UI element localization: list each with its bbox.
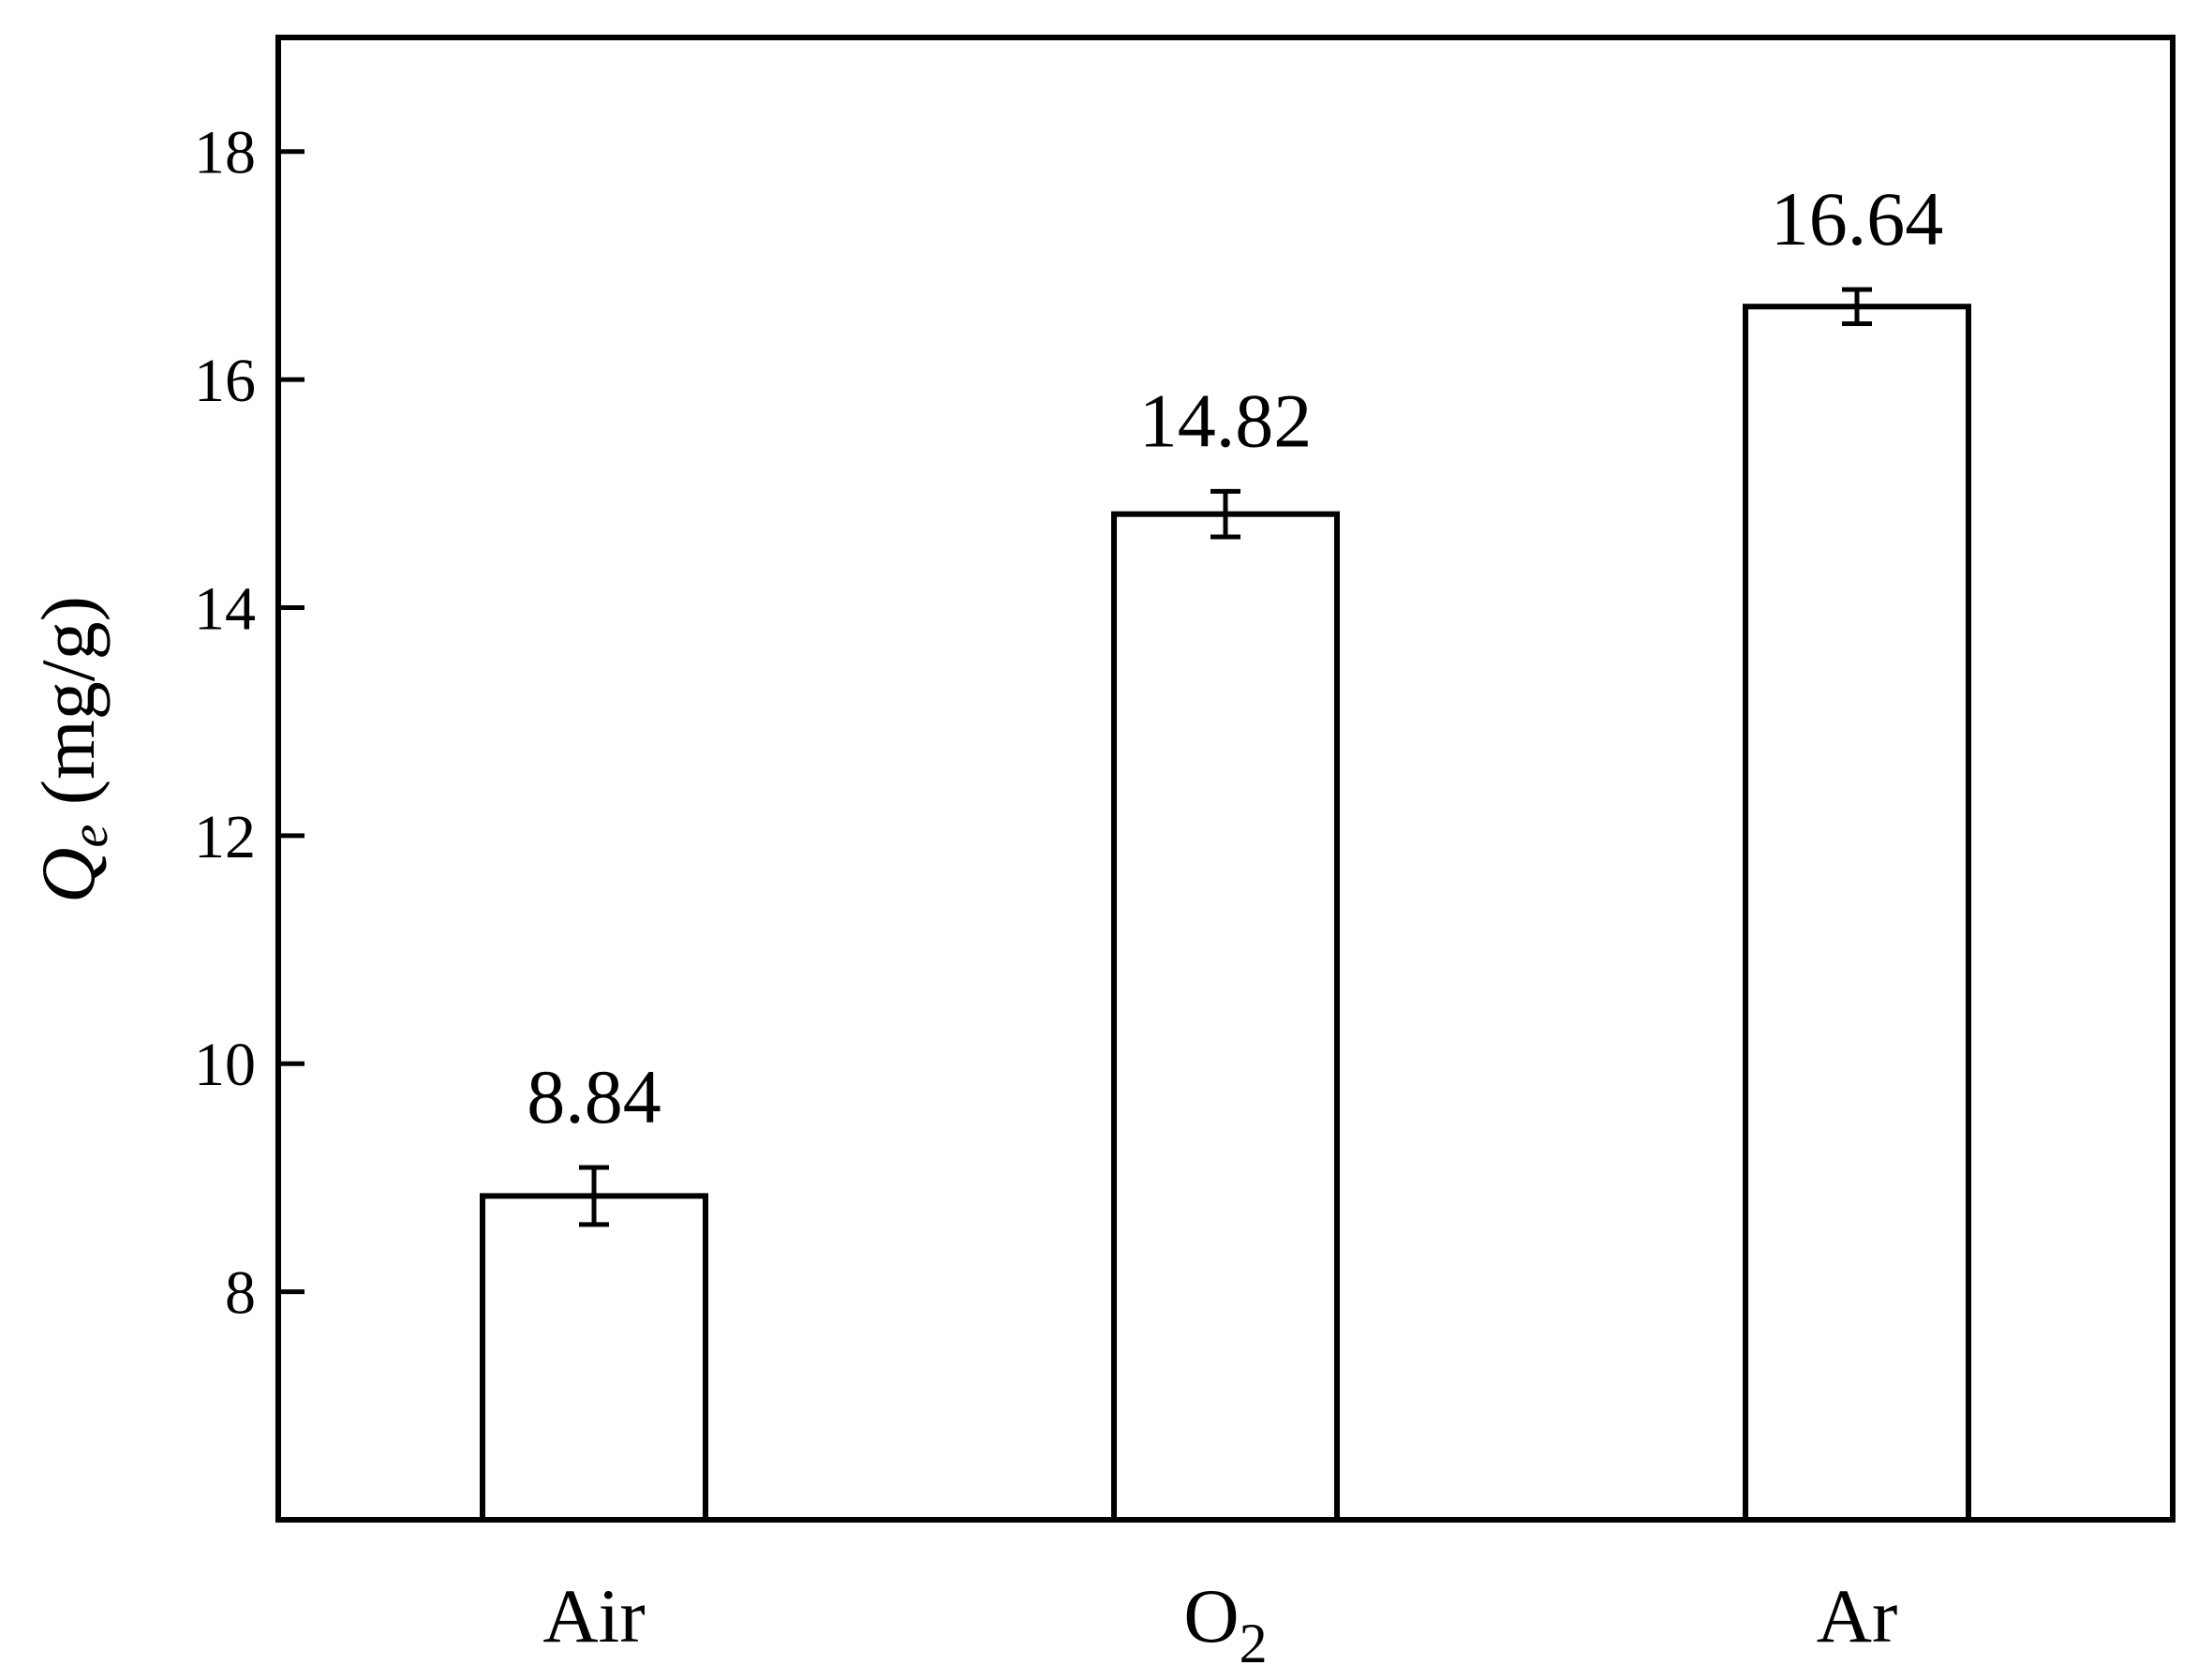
y-axis-unit: (mg/g) bbox=[25, 596, 111, 825]
y-tick-label: 18 bbox=[194, 119, 256, 187]
value-label: 14.82 bbox=[1139, 378, 1313, 463]
y-tick-label: 14 bbox=[194, 574, 256, 643]
bars bbox=[480, 304, 1971, 1523]
x-tick-label: Ar bbox=[1817, 1573, 1898, 1658]
y-tick-label: 10 bbox=[194, 1031, 256, 1099]
bar bbox=[1111, 511, 1340, 1523]
value-label: 16.64 bbox=[1771, 176, 1944, 261]
error-bars bbox=[579, 287, 1872, 1227]
value-label: 8.84 bbox=[527, 1054, 661, 1139]
plot-frame bbox=[275, 35, 2176, 1523]
y-tick-label: 8 bbox=[225, 1259, 256, 1328]
x-axis-labels: Air O2 Ar bbox=[542, 1573, 1897, 1674]
x-tick-label: O2 bbox=[1183, 1573, 1267, 1674]
y-axis-subscript: e bbox=[61, 825, 119, 848]
bar bbox=[480, 1193, 708, 1523]
value-labels: 8.84 14.82 16.64 bbox=[527, 176, 1943, 1139]
x-tick-label: Air bbox=[542, 1573, 645, 1658]
y-axis-symbol: Q bbox=[25, 848, 111, 903]
y-tick-label: 12 bbox=[194, 803, 256, 871]
svg-text:Qe (mg/g): Qe (mg/g) bbox=[25, 596, 119, 903]
y-axis-ticks: 8 10 12 14 16 18 bbox=[194, 119, 304, 1328]
bar bbox=[1743, 304, 1971, 1523]
y-axis-title: Qe (mg/g) bbox=[25, 596, 119, 903]
y-tick-label: 16 bbox=[194, 347, 256, 415]
